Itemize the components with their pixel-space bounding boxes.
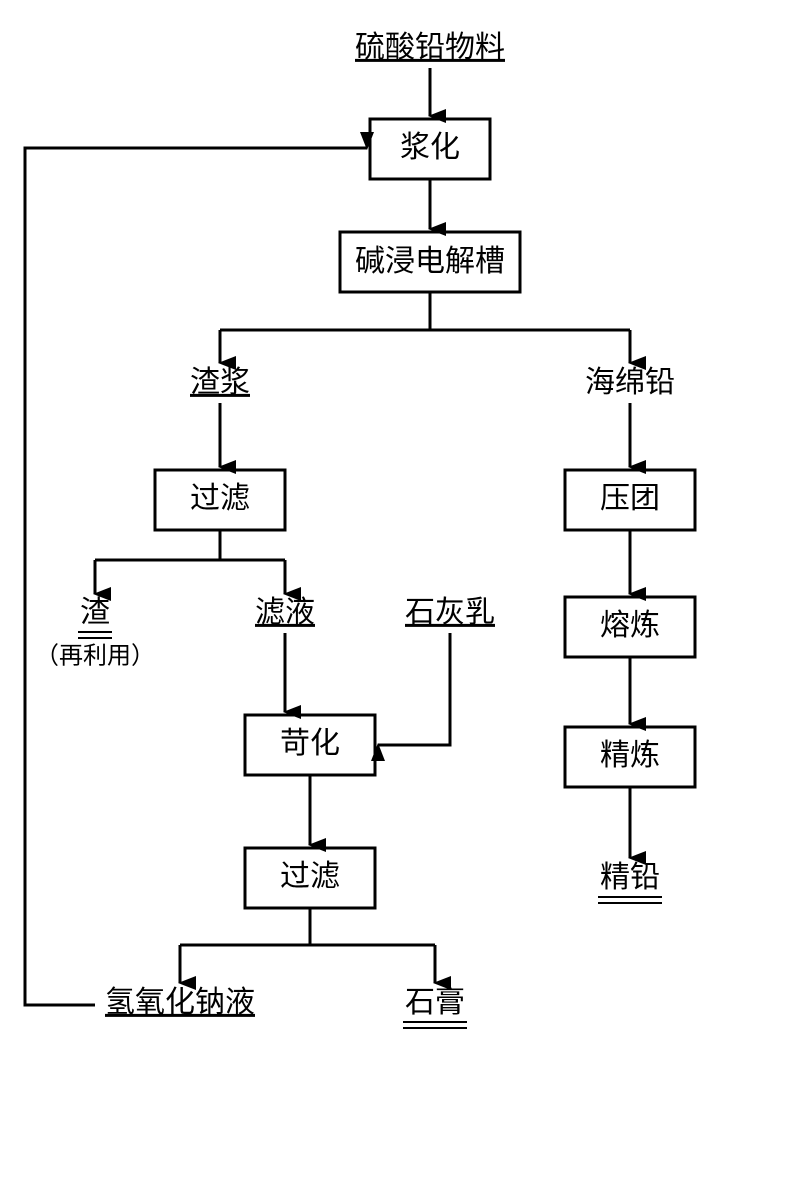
label-filtrate: 滤液 [255,596,315,629]
label-slurrying: 浆化 [400,131,460,164]
label-filter1: 过滤 [190,482,250,515]
edge-lime-to-caust [378,633,450,745]
label-briquet: 压团 [600,482,660,515]
label-gypsum: 石膏 [405,986,465,1019]
label-filter2: 过滤 [280,860,340,893]
label-slag: 渣 [80,596,110,629]
label-reuse: （再利用） [35,643,155,670]
label-feed: 硫酸铅物料 [355,31,505,64]
label-slag-slurry: 渣浆 [190,366,250,399]
label-smelt: 熔炼 [600,609,660,642]
label-causticize: 苛化 [280,727,340,760]
flowchart-canvas: 硫酸铅物料 浆化 碱浸电解槽 渣浆 海绵铅 过滤 压团 渣 （再利用） 滤液 石… [0,0,800,1182]
label-cell: 碱浸电解槽 [355,245,505,278]
label-naoh: 氢氧化钠液 [105,986,255,1019]
label-sponge-pb: 海绵铅 [585,366,675,399]
label-refine: 精炼 [600,739,660,772]
label-lime: 石灰乳 [405,596,495,629]
label-refined-pb: 精铅 [600,861,660,894]
